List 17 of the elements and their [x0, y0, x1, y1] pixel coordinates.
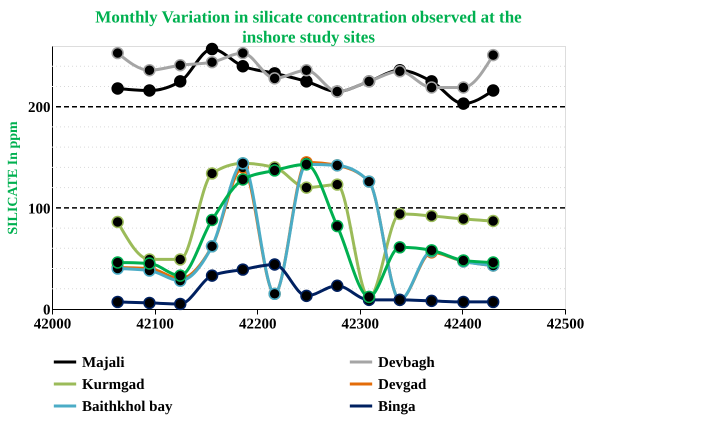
- legend-label: Devbagh: [378, 355, 436, 371]
- x-tick-label: 42200: [238, 316, 276, 332]
- y-tick-label: 100: [28, 201, 50, 218]
- x-tick-label: 42400: [444, 316, 482, 332]
- x-tick-label: 42300: [342, 316, 380, 332]
- y-axis-title: SILICATE In ppm: [6, 120, 21, 235]
- legend-label: Binga: [378, 399, 416, 415]
- y-tick-label: 0: [43, 302, 50, 318]
- legend-label: Majali: [82, 355, 124, 371]
- x-tick-label: 42100: [136, 316, 174, 332]
- x-tick-label: 42000: [34, 316, 72, 332]
- legend-label: Devgad: [378, 377, 427, 393]
- legend-label: Kurmgad: [82, 377, 146, 393]
- legend-label: Baithkhol bay: [82, 399, 173, 415]
- chart-title: Monthly Variation in silicate concentration observed at the inshore study sites: [95, 8, 522, 47]
- x-tick-label: 42500: [546, 316, 584, 332]
- y-tick-label: 200: [28, 100, 50, 116]
